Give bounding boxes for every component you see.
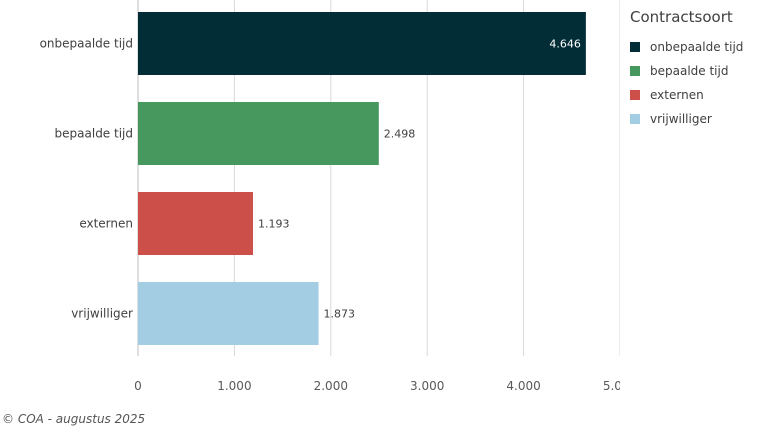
legend-item[interactable]: externen bbox=[630, 86, 758, 104]
legend-swatch bbox=[630, 42, 640, 52]
bar bbox=[138, 102, 379, 165]
bar-chart: 0 1.000 2.000 3.000 4.000 5.000 onbepaalde tij… bbox=[40, 0, 620, 393]
copyright-footer: © COA - augustus 2025 bbox=[2, 412, 146, 426]
bar bbox=[138, 282, 319, 345]
x-tick-label: 2.000 bbox=[314, 379, 348, 393]
category-label: bepaalde tijd bbox=[55, 127, 133, 141]
legend-label: onbepaalde tijd bbox=[650, 40, 744, 54]
category-label: onbepaalde tijd bbox=[40, 37, 133, 51]
bar bbox=[138, 192, 254, 255]
value-label: 4.646 bbox=[549, 38, 581, 51]
x-tick-label: 1.000 bbox=[217, 379, 251, 393]
category-label: externen bbox=[79, 217, 133, 231]
legend-title: Contractsoort bbox=[630, 8, 733, 26]
x-tick-label: 5.000 bbox=[603, 379, 620, 393]
legend-item[interactable]: onbepaalde tijd bbox=[630, 38, 758, 56]
legend-swatch bbox=[630, 66, 640, 76]
x-tick-label: 3.000 bbox=[410, 379, 444, 393]
legend-items: onbepaalde tijd bepaalde tijd externen vrij… bbox=[630, 38, 758, 128]
value-label: 1.193 bbox=[258, 218, 290, 231]
value-label: 2.498 bbox=[384, 128, 416, 141]
bar bbox=[138, 12, 586, 75]
legend: Contractsoort onbepaalde tijd bepaalde ti… bbox=[630, 8, 758, 134]
legend-swatch bbox=[630, 114, 640, 124]
x-tick-label: 0 bbox=[134, 379, 142, 393]
value-label: 1.873 bbox=[324, 308, 356, 321]
legend-item[interactable]: bepaalde tijd bbox=[630, 62, 758, 80]
x-tick-label: 4.000 bbox=[506, 379, 540, 393]
category-label: vrijwilliger bbox=[71, 307, 133, 321]
legend-label: vrijwilliger bbox=[650, 112, 712, 126]
legend-swatch bbox=[630, 90, 640, 100]
legend-label: externen bbox=[650, 88, 704, 102]
legend-label: bepaalde tijd bbox=[650, 64, 729, 78]
legend-item[interactable]: vrijwilliger bbox=[630, 110, 758, 128]
